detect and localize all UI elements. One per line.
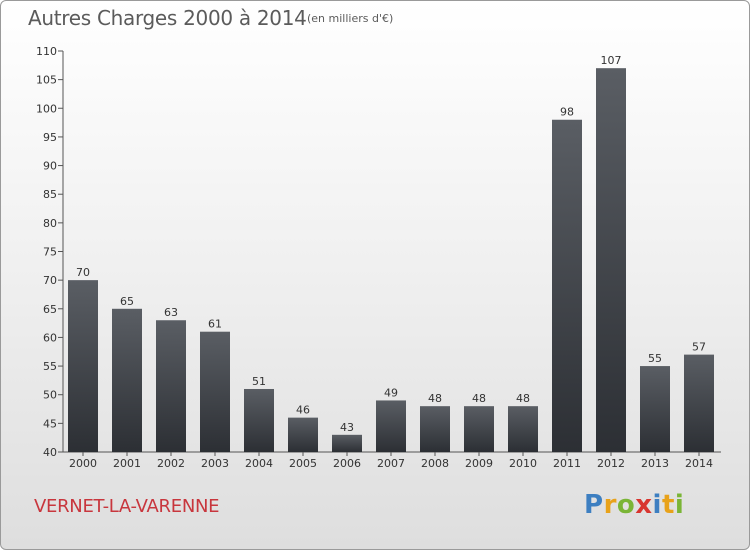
y-tick-label: 55	[43, 360, 57, 373]
x-tick-label: 2006	[333, 457, 361, 470]
bar	[288, 417, 318, 452]
y-tick-label: 70	[43, 274, 57, 287]
y-tick-label: 90	[43, 160, 57, 173]
y-tick-label: 40	[43, 446, 57, 459]
bar-value-label: 43	[340, 421, 354, 434]
bar-value-label: 61	[208, 318, 222, 331]
x-tick-label: 2012	[597, 457, 625, 470]
bar-value-label: 49	[384, 386, 398, 399]
y-tick-label: 105	[36, 74, 57, 87]
bar-value-label: 48	[428, 392, 442, 405]
bar	[376, 400, 406, 452]
bar	[244, 388, 274, 452]
bar	[68, 280, 98, 452]
commune-name: VERNET-LA-VARENNE	[34, 496, 220, 517]
bar-value-label: 48	[472, 392, 486, 405]
chart-title: Autres Charges 2000 à 2014	[28, 6, 307, 30]
bar	[640, 366, 670, 452]
y-tick-label: 50	[43, 389, 57, 402]
y-tick-label: 60	[43, 331, 57, 344]
x-tick-label: 2011	[553, 457, 581, 470]
bar	[200, 331, 230, 452]
x-tick-label: 2004	[245, 457, 273, 470]
y-tick-label: 65	[43, 303, 57, 316]
bar-value-label: 55	[648, 352, 662, 365]
bar	[112, 308, 142, 452]
x-tick-label: 2000	[69, 457, 97, 470]
y-tick-label: 80	[43, 217, 57, 230]
chart-unit: (en milliers d'€)	[307, 12, 394, 25]
bar-value-label: 51	[252, 375, 266, 388]
x-tick-label: 2007	[377, 457, 405, 470]
y-tick-label: 45	[43, 417, 57, 430]
x-tick-label: 2001	[113, 457, 141, 470]
bar	[420, 406, 450, 452]
bar-value-label: 63	[164, 306, 178, 319]
x-tick-label: 2014	[685, 457, 713, 470]
x-tick-label: 2005	[289, 457, 317, 470]
x-tick-label: 2008	[421, 457, 449, 470]
y-tick-label: 110	[36, 45, 57, 58]
bar-value-label: 65	[120, 295, 134, 308]
y-tick-label: 75	[43, 246, 57, 259]
bar-value-label: 48	[516, 392, 530, 405]
x-tick-label: 2003	[201, 457, 229, 470]
bar-value-label: 70	[76, 266, 90, 279]
bar-value-label: 57	[692, 341, 706, 354]
bar	[508, 406, 538, 452]
bar-value-label: 98	[560, 106, 574, 119]
bar	[596, 68, 626, 452]
x-tick-label: 2002	[157, 457, 185, 470]
bar-value-label: 46	[296, 404, 310, 417]
bar-value-label: 107	[601, 54, 622, 67]
y-tick-label: 95	[43, 131, 57, 144]
bar	[464, 406, 494, 452]
bar	[552, 119, 582, 452]
bar	[332, 434, 362, 452]
x-tick-label: 2010	[509, 457, 537, 470]
x-tick-label: 2013	[641, 457, 669, 470]
x-tick-label: 2009	[465, 457, 493, 470]
bar	[156, 320, 186, 452]
proxiti-logo[interactable]: Proxiti	[584, 490, 685, 520]
bar	[684, 354, 714, 452]
y-tick-label: 85	[43, 188, 57, 201]
y-tick-label: 100	[36, 102, 57, 115]
